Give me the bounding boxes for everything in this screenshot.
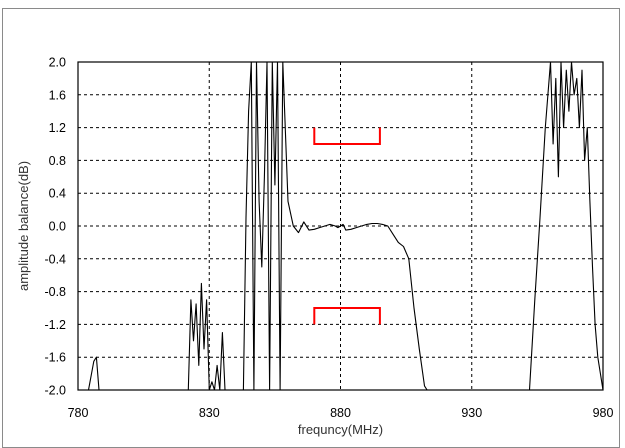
series-line (78, 62, 603, 390)
marker-layer (313, 127, 381, 325)
x-tick-label: 930 (461, 406, 482, 420)
y-tick-label: 0.4 (49, 187, 66, 201)
y-tick-label: 2.0 (49, 56, 66, 70)
chart-frame (2, 8, 620, 448)
y-tick-label: -0.8 (44, 285, 66, 299)
y-tick-label: 1.2 (49, 121, 66, 135)
tick-labels: 780 830 880 930 980 2.0 1.6 1.2 0.8 0.4 0.0 -0.4 -0.… (44, 56, 613, 421)
plot-area-border (77, 61, 604, 391)
x-tick-label: 980 (593, 406, 614, 420)
spec-bracket (313, 307, 381, 325)
y-tick-label: -2.0 (44, 384, 66, 398)
y-axis-label: amplitude balance(dB) (16, 161, 31, 291)
x-tick-label: 830 (199, 406, 220, 420)
amplitude-balance-chart: 780 830 880 930 980 2.0 1.6 1.2 0.8 0.4 0.0 -0.4 -0.… (16, 56, 613, 438)
x-tick-label: 880 (330, 406, 351, 420)
y-tick-label: 1.6 (49, 88, 66, 102)
x-tick-label: 780 (68, 406, 89, 420)
y-tick-label: -0.4 (44, 252, 66, 266)
spec-bracket (313, 127, 381, 145)
y-tick-label: 0.8 (49, 154, 66, 168)
y-tick-label: -1.6 (44, 351, 66, 365)
y-tick-label: 0.0 (49, 220, 66, 234)
y-tick-label: -1.2 (44, 318, 66, 332)
series-layer (78, 62, 603, 390)
x-axis-label: frequncy(MHz) (298, 422, 383, 437)
